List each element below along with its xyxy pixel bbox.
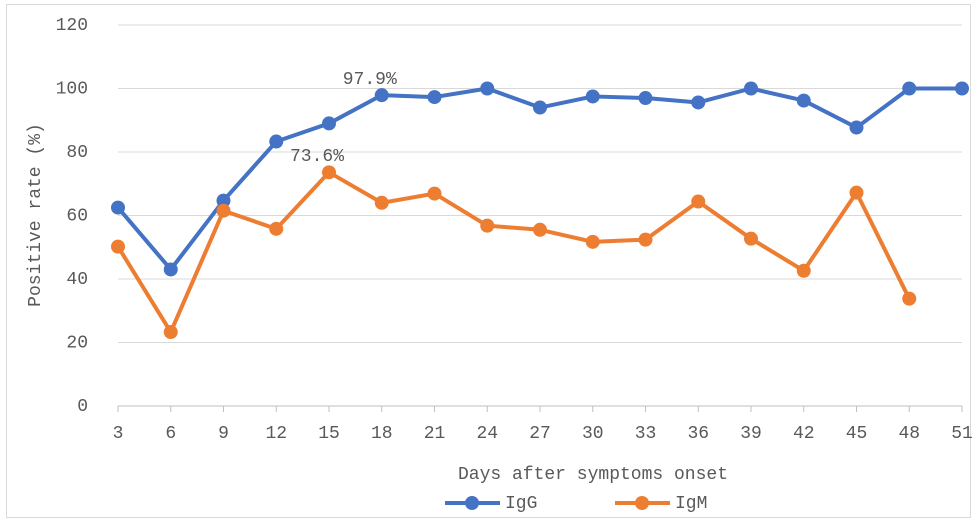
data-point [849, 120, 864, 135]
data-point [163, 262, 178, 277]
data-point [111, 200, 125, 215]
x-tick-label: 42 [793, 424, 815, 444]
data-point [638, 91, 653, 106]
legend-label: IgG [505, 494, 537, 514]
legend-label: IgM [675, 494, 707, 514]
data-point [955, 81, 969, 96]
y-tick-label: 100 [56, 79, 88, 99]
data-point [163, 325, 178, 340]
data-point [216, 193, 231, 208]
x-tick-label: 12 [265, 424, 287, 444]
data-point [427, 90, 442, 105]
x-tick-label: 39 [740, 424, 762, 444]
data-point [269, 134, 284, 149]
x-tick-label: 9 [218, 424, 229, 444]
x-tick-label: 18 [371, 424, 393, 444]
x-tick-label: 24 [476, 424, 498, 444]
x-tick-label: 30 [582, 424, 604, 444]
y-tick-label: 120 [56, 16, 88, 36]
data-point [638, 232, 653, 247]
x-tick-label: 21 [424, 424, 446, 444]
data-point [480, 81, 495, 96]
data-point [269, 221, 284, 236]
data-point [322, 165, 336, 180]
data-point [902, 291, 917, 306]
data-point [796, 93, 811, 108]
data-point [585, 89, 600, 104]
y-tick-label: 20 [66, 333, 88, 353]
data-point [691, 194, 706, 209]
data-point [902, 81, 917, 96]
data-point [849, 185, 864, 200]
data-label: 73.6% [290, 147, 344, 167]
y-tick-label: 40 [66, 270, 88, 290]
data-point [744, 81, 758, 96]
x-tick-label: 15 [318, 424, 340, 444]
x-tick-label: 33 [635, 424, 657, 444]
data-point [480, 218, 495, 233]
data-point [374, 88, 389, 103]
data-point [744, 231, 758, 246]
x-axis-title: Days after symptoms onset [458, 465, 728, 485]
data-point [216, 203, 231, 218]
legend-marker [465, 496, 479, 510]
data-point [533, 100, 547, 115]
y-axis-title: Positive rate (%) [26, 123, 46, 307]
x-tick-label: 27 [529, 424, 551, 444]
x-tick-label: 48 [898, 424, 920, 444]
x-tick-label: 51 [951, 424, 973, 444]
y-tick-label: 80 [66, 143, 88, 163]
data-point [533, 222, 547, 237]
data-point [691, 95, 706, 110]
data-label: 97.9% [343, 70, 397, 90]
series-line [116, 170, 912, 335]
data-point [111, 239, 125, 254]
x-tick-label: 36 [687, 424, 709, 444]
data-point [427, 186, 442, 201]
data-point [374, 195, 389, 210]
x-tick-label: 45 [846, 424, 868, 444]
data-point [585, 234, 600, 249]
x-tick-label: 3 [113, 424, 124, 444]
data-point [796, 263, 811, 278]
y-tick-label: 60 [66, 206, 88, 226]
legend-marker [635, 496, 649, 510]
y-tick-label: 0 [77, 397, 88, 417]
x-tick-label: 6 [165, 424, 176, 444]
data-point [322, 116, 336, 131]
